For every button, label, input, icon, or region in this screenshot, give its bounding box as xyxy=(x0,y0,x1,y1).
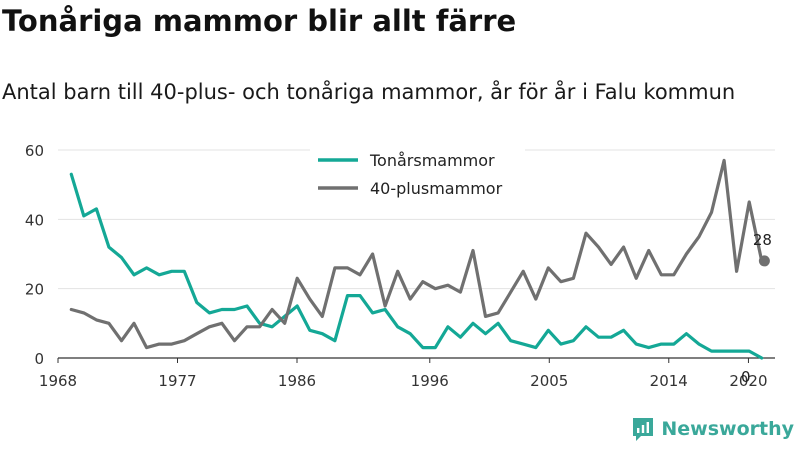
end-annotations: 28 0 xyxy=(741,231,772,386)
x-tick-label-partial: 2020 xyxy=(729,372,767,390)
legend-background xyxy=(310,146,525,202)
brand-name: Newsworthy xyxy=(661,418,794,440)
y-tick-label: 0 xyxy=(34,350,44,368)
x-tick-label: 2014 xyxy=(650,372,688,390)
y-tick-label: 20 xyxy=(25,281,44,299)
series-line-40-plusmammor xyxy=(69,158,764,350)
end-label-40-plusmammor: 28 xyxy=(753,231,772,249)
end-label-tonarsmammor: 0 xyxy=(741,368,751,386)
x-tick-label: 1977 xyxy=(158,372,196,390)
x-tick-label: 2005 xyxy=(530,372,568,390)
x-tick-label: 1996 xyxy=(411,372,449,390)
end-marker-40-plusmammor xyxy=(758,255,770,267)
x-tick-label: 1986 xyxy=(278,372,316,390)
y-axis-ticks: 0 20 40 60 xyxy=(25,142,44,368)
legend-label: 40-plusmammor xyxy=(370,179,503,198)
newsworthy-logo-icon xyxy=(633,418,654,441)
x-tick-label: 1968 xyxy=(39,372,77,390)
chart-subtitle: Antal barn till 40-plus- och tonåriga ma… xyxy=(2,80,736,104)
chart-title: Tonåriga mammor blir allt färre xyxy=(2,4,517,38)
brand-logo: Newsworthy xyxy=(631,416,794,442)
series-lines xyxy=(69,158,764,360)
y-tick-label: 60 xyxy=(25,142,44,160)
legend-label: Tonårsmammor xyxy=(369,151,495,170)
x-axis-ticks: 1968 1977 1986 1996 2005 2014 2020 xyxy=(39,358,768,390)
axes: 0 20 40 60 1968 1977 1986 1996 2005 2014 2020 xyxy=(25,142,768,390)
series-line-tonarsmammor xyxy=(69,172,764,360)
legend: Tonårsmammor 40-plusmammor xyxy=(310,146,525,202)
y-tick-label: 40 xyxy=(25,211,44,229)
